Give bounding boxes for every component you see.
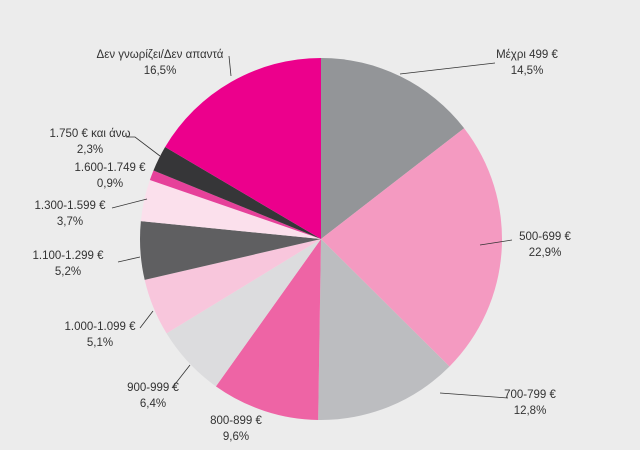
slice-percent: 5,1% <box>86 337 114 349</box>
slice-percent: 14,5% <box>510 65 544 77</box>
slice-category: 1.600-1.749 € <box>74 162 146 174</box>
pie-slice <box>149 170 321 239</box>
slice-category: 500-699 € <box>519 231 571 243</box>
leader-line <box>399 62 496 75</box>
slice-label: 800-899 € 9,6% <box>210 413 262 445</box>
slice-percent: 5,2% <box>54 266 82 278</box>
pie-slice <box>165 58 321 239</box>
pie-slice <box>321 58 465 239</box>
slice-category: 1.100-1.299 € <box>32 250 104 262</box>
pie-slice <box>166 239 321 387</box>
slice-label: Δεν γνωρίζει/Δεν απαντά 16,5% <box>97 47 224 79</box>
slice-category: Δεν γνωρίζει/Δεν απαντά <box>96 49 224 61</box>
slice-percent: 0,9% <box>96 178 124 190</box>
slice-label: 900-999 € 6,4% <box>127 380 179 412</box>
leader-line <box>228 55 232 77</box>
pie-slice <box>153 147 321 239</box>
pie-slice <box>318 239 450 420</box>
slice-label: 1.750 € και άνω 2,3% <box>50 126 131 158</box>
slice-category: 1.000-1.099 € <box>64 321 136 333</box>
leader-line <box>111 198 148 209</box>
slice-percent: 16,5% <box>143 65 177 77</box>
slice-percent: 3,7% <box>56 216 84 228</box>
leader-line <box>126 136 161 157</box>
slice-label: 1.100-1.299 € 5,2% <box>33 248 104 280</box>
slice-label: 1.600-1.749 € 0,9% <box>75 160 146 192</box>
leader-line <box>439 392 509 399</box>
slice-label: 1.300-1.599 € 3,7% <box>35 198 106 230</box>
slice-label: 500-699 € 22,9% <box>519 229 571 261</box>
slice-category: Μέχρι 499 € <box>496 49 558 61</box>
slice-percent: 6,4% <box>139 398 167 410</box>
leader-line <box>117 256 141 263</box>
slice-percent: 22,9% <box>528 247 562 259</box>
slice-percent: 2,3% <box>76 144 104 156</box>
slice-percent: 9,6% <box>222 431 250 443</box>
slice-category: 900-999 € <box>127 382 179 394</box>
slice-category: 700-799 € <box>504 389 556 401</box>
slice-label: 1.000-1.099 € 5,1% <box>65 319 136 351</box>
leader-line <box>139 310 154 329</box>
slice-category: 1.300-1.599 € <box>34 200 106 212</box>
pie-slice <box>144 239 321 334</box>
slice-category: 800-899 € <box>210 415 262 427</box>
slice-label: 700-799 € 12,8% <box>504 387 556 419</box>
pie-slice <box>215 239 321 420</box>
pie-slice <box>140 180 321 239</box>
slice-percent: 12,8% <box>513 405 547 417</box>
leader-line <box>171 364 191 389</box>
pie-slice <box>140 221 321 280</box>
leader-line <box>479 239 513 246</box>
slice-label: Μέχρι 499 € 14,5% <box>496 47 558 79</box>
pie-slice <box>321 128 502 367</box>
slice-category: 1.750 € και άνω <box>49 128 131 140</box>
